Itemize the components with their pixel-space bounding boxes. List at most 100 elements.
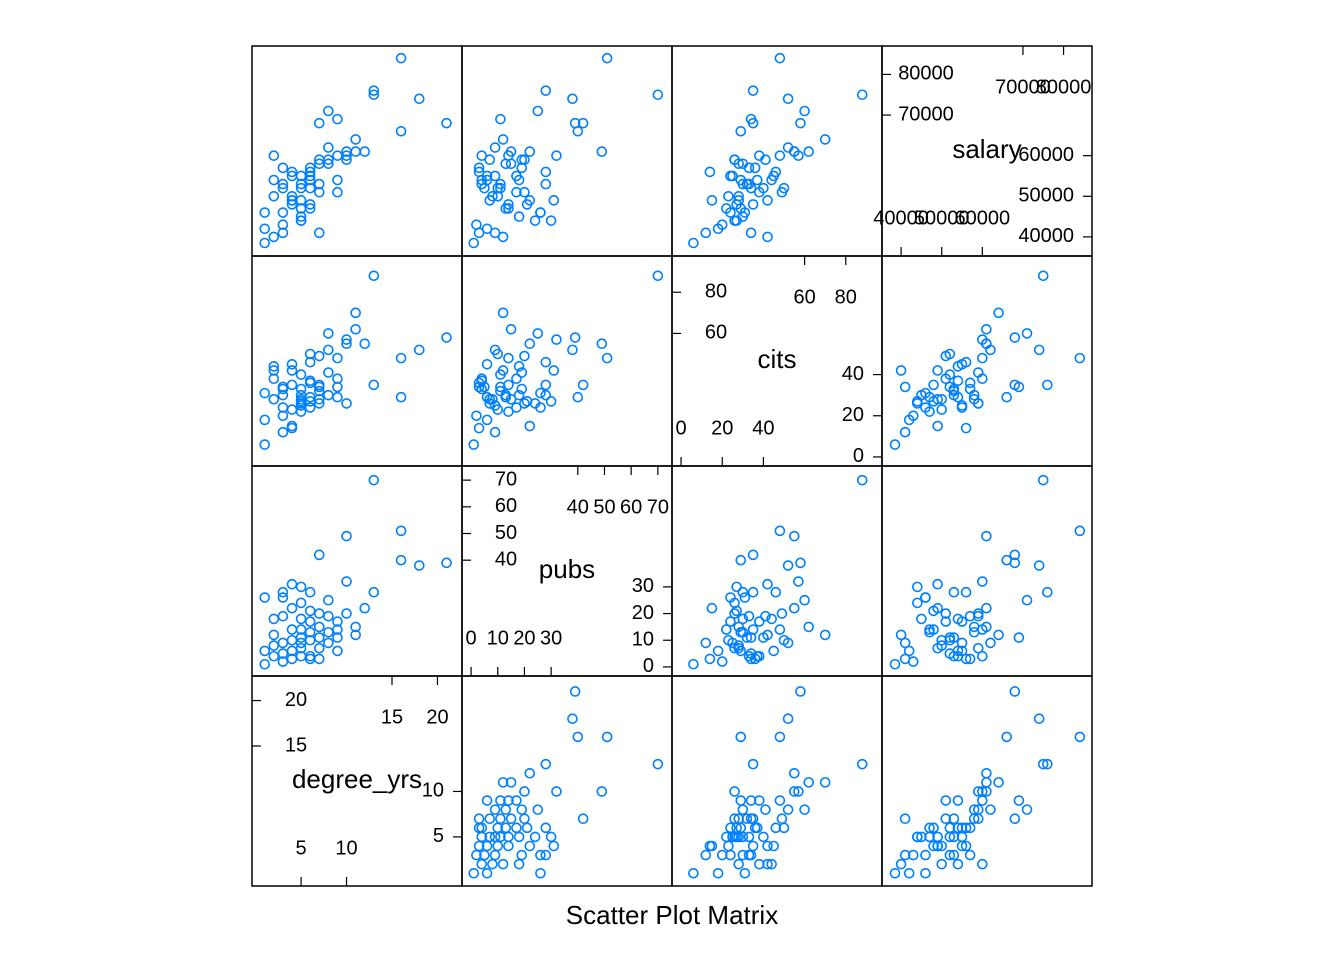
- point: [350, 134, 361, 145]
- point: [313, 117, 325, 129]
- point: [981, 602, 992, 614]
- point: [940, 813, 952, 825]
- point: [551, 150, 562, 161]
- point: [295, 369, 307, 380]
- point: [481, 174, 493, 186]
- point: [524, 338, 536, 350]
- point: [733, 858, 745, 870]
- point: [1037, 474, 1049, 486]
- point: [760, 804, 771, 815]
- point: [960, 586, 972, 598]
- tick-label: 10: [422, 780, 444, 802]
- point: [952, 822, 964, 834]
- point: [548, 195, 560, 206]
- point: [899, 653, 911, 665]
- point: [545, 831, 557, 843]
- point: [295, 182, 307, 194]
- point: [259, 207, 271, 218]
- point: [497, 777, 509, 788]
- point: [753, 795, 765, 806]
- point: [332, 174, 343, 186]
- point: [468, 237, 480, 249]
- point: [286, 166, 298, 178]
- point: [359, 338, 371, 350]
- point: [747, 758, 759, 770]
- point: [540, 822, 552, 834]
- tick-label: 60000: [955, 207, 1011, 229]
- point: [286, 358, 298, 370]
- point: [745, 653, 757, 665]
- point: [688, 237, 699, 249]
- point: [540, 379, 552, 391]
- point: [332, 186, 343, 198]
- point: [268, 231, 280, 243]
- point: [741, 632, 753, 643]
- point: [762, 840, 773, 852]
- point: [481, 358, 493, 370]
- point: [259, 645, 271, 657]
- point: [511, 795, 522, 806]
- point: [476, 383, 488, 395]
- point: [712, 867, 724, 879]
- point: [972, 786, 984, 797]
- point: [323, 142, 334, 153]
- point: [903, 867, 915, 879]
- point: [743, 849, 755, 861]
- point: [948, 849, 960, 861]
- point: [977, 352, 988, 364]
- point: [747, 199, 759, 210]
- point: [489, 804, 501, 815]
- point: [295, 170, 307, 182]
- point: [1042, 758, 1053, 770]
- point: [368, 85, 380, 96]
- point: [688, 658, 699, 670]
- panel: [671, 675, 883, 887]
- tick-label: 20: [426, 706, 448, 728]
- point: [332, 150, 343, 161]
- point: [747, 624, 759, 635]
- point: [745, 227, 757, 239]
- point: [776, 813, 788, 825]
- point: [484, 813, 496, 825]
- point: [505, 323, 517, 335]
- point: [577, 813, 589, 825]
- point: [513, 211, 525, 222]
- point: [952, 795, 964, 806]
- point: [972, 608, 984, 619]
- tick-label: 50: [593, 496, 615, 518]
- point: [551, 786, 562, 797]
- point: [503, 199, 514, 210]
- point: [981, 530, 992, 542]
- point: [323, 105, 334, 117]
- point: [524, 420, 536, 432]
- point: [473, 422, 485, 434]
- point: [277, 219, 289, 231]
- point: [749, 822, 761, 834]
- point: [799, 804, 810, 815]
- point: [747, 586, 759, 598]
- panel: [251, 45, 463, 257]
- point: [492, 190, 504, 202]
- point: [899, 813, 911, 825]
- point: [799, 594, 810, 606]
- point: [441, 557, 452, 569]
- point: [359, 146, 371, 157]
- point: [473, 162, 485, 174]
- point: [737, 613, 749, 625]
- point: [567, 93, 578, 105]
- point: [497, 134, 509, 145]
- point: [788, 530, 800, 542]
- point: [277, 227, 289, 239]
- tick-label: 80: [705, 281, 727, 303]
- point: [332, 616, 343, 627]
- point: [277, 586, 289, 598]
- point: [519, 154, 530, 166]
- point: [1009, 686, 1021, 697]
- point: [341, 530, 352, 542]
- panel: [881, 675, 1093, 887]
- point: [505, 813, 517, 825]
- point: [368, 586, 380, 598]
- point: [774, 731, 786, 743]
- point: [341, 334, 352, 345]
- point: [956, 400, 968, 411]
